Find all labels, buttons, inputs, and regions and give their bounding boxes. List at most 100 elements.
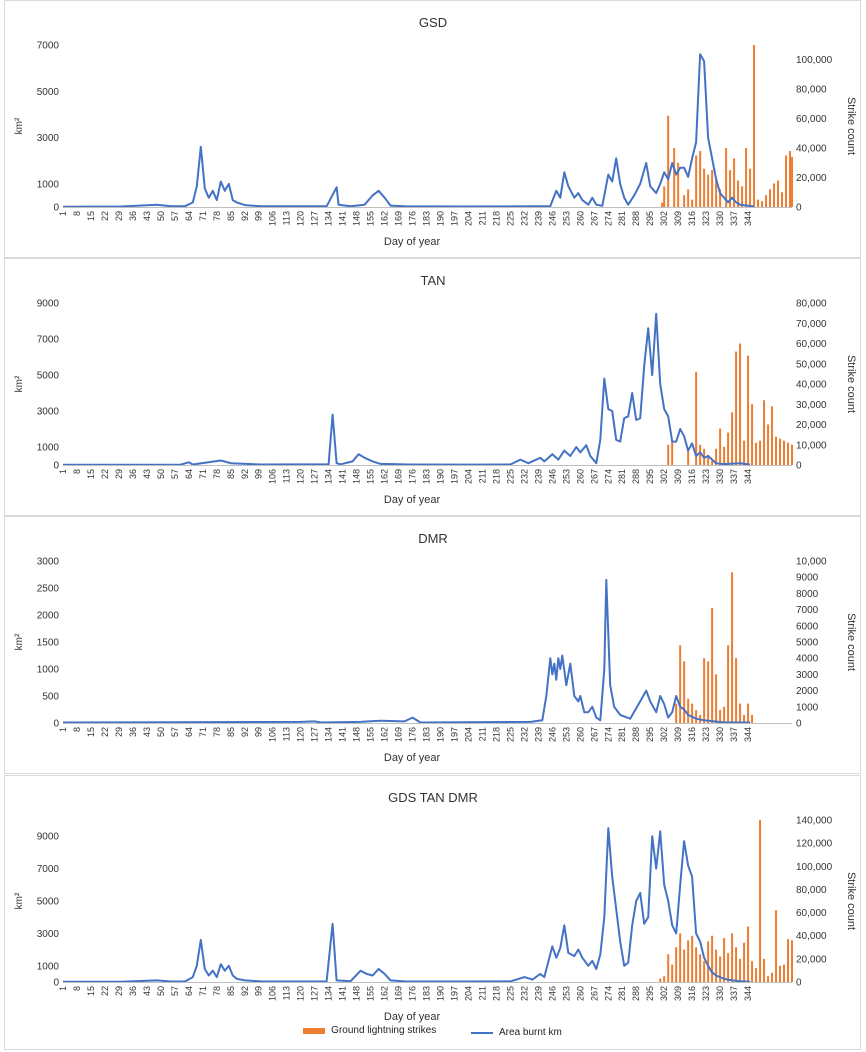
strike-bar bbox=[677, 162, 680, 207]
x-tick-label: 225 bbox=[505, 211, 515, 226]
x-tick-label: 1 bbox=[58, 727, 68, 732]
y-tick-label: 2000 bbox=[37, 611, 60, 622]
x-tick-label: 232 bbox=[519, 211, 529, 226]
strike-bar bbox=[687, 940, 690, 982]
strike-bar bbox=[759, 440, 762, 465]
x-tick-label: 29 bbox=[114, 986, 124, 996]
x-tick-label: 134 bbox=[324, 727, 334, 742]
strike-bar bbox=[711, 460, 714, 465]
x-tick-label: 162 bbox=[380, 727, 390, 742]
x-tick-label: 288 bbox=[631, 986, 641, 1001]
x-tick-label: 169 bbox=[394, 986, 404, 1001]
strike-bar bbox=[785, 155, 788, 207]
strike-bar bbox=[763, 400, 766, 465]
strike-bar bbox=[767, 976, 770, 982]
x-tick-label: 155 bbox=[366, 469, 376, 484]
y2-tick-label: 140,000 bbox=[796, 816, 833, 827]
strike-bar bbox=[711, 170, 714, 207]
area-burnt-line bbox=[62, 827, 751, 983]
strike-bar bbox=[755, 442, 758, 465]
x-tick-label: 190 bbox=[436, 469, 446, 484]
x-tick-label: 330 bbox=[715, 211, 725, 226]
y2-tick-label: 60,000 bbox=[796, 114, 827, 125]
x-tick-label: 281 bbox=[617, 211, 627, 226]
x-tick-label: 232 bbox=[519, 727, 529, 742]
x-tick-label: 302 bbox=[659, 727, 669, 742]
x-tick-label: 281 bbox=[617, 986, 627, 1001]
strike-bar bbox=[747, 703, 750, 723]
y-axis-label: km² bbox=[14, 633, 25, 650]
strike-bar bbox=[743, 942, 746, 982]
x-tick-label: 323 bbox=[701, 211, 711, 226]
y2-tick-label: 80,000 bbox=[796, 299, 827, 310]
x-tick-label: 169 bbox=[394, 211, 404, 226]
y2-tick-label: 3000 bbox=[796, 670, 819, 681]
x-tick-label: 155 bbox=[366, 986, 376, 1001]
x-tick-label: 197 bbox=[450, 986, 460, 1001]
y-tick-label: 1000 bbox=[37, 961, 60, 972]
strike-bar bbox=[695, 710, 698, 723]
strike-bar bbox=[671, 964, 674, 982]
x-tick-label: 232 bbox=[519, 986, 529, 1001]
strike-bar bbox=[741, 186, 744, 207]
y-tick-label: 1000 bbox=[37, 179, 60, 190]
strike-bar bbox=[679, 645, 682, 723]
legend-item-area: Area burnt km bbox=[471, 1027, 562, 1038]
x-tick-label: 8 bbox=[72, 469, 82, 474]
x-tick-label: 197 bbox=[450, 211, 460, 226]
y-tick-label: 5000 bbox=[37, 897, 60, 908]
x-tick-label: 267 bbox=[589, 727, 599, 742]
x-tick-label: 190 bbox=[436, 727, 446, 742]
x-tick-label: 15 bbox=[86, 211, 96, 221]
y2-tick-label: 80,000 bbox=[796, 85, 827, 96]
strike-bar bbox=[727, 645, 730, 723]
x-tick-label: 295 bbox=[645, 986, 655, 1001]
x-tick-label: 246 bbox=[547, 469, 557, 484]
y2-axis-label: Strike count bbox=[845, 872, 857, 930]
y-tick-label: 0 bbox=[53, 203, 59, 214]
strike-bar bbox=[751, 961, 754, 982]
strike-bar bbox=[757, 199, 760, 207]
strike-bar bbox=[735, 947, 738, 982]
y-tick-label: 9000 bbox=[37, 832, 60, 843]
strike-bar bbox=[739, 703, 742, 723]
y2-tick-label: 6000 bbox=[796, 621, 819, 632]
x-tick-label: 239 bbox=[533, 211, 543, 226]
x-tick-label: 302 bbox=[659, 211, 669, 226]
x-tick-label: 106 bbox=[268, 727, 278, 742]
strike-bar bbox=[703, 658, 706, 723]
x-tick-label: 71 bbox=[198, 727, 208, 737]
y2-tick-label: 1000 bbox=[796, 702, 819, 713]
y2-axis-label: Strike count bbox=[845, 97, 857, 155]
x-tick-label: 57 bbox=[170, 469, 180, 479]
x-tick-label: 113 bbox=[282, 986, 292, 1000]
x-tick-label: 106 bbox=[268, 211, 278, 226]
strike-bar bbox=[707, 941, 710, 982]
x-tick-label: 267 bbox=[589, 211, 599, 226]
y-tick-label: 500 bbox=[42, 692, 59, 703]
x-tick-label: 127 bbox=[310, 727, 320, 742]
x-tick-label: 22 bbox=[100, 469, 110, 479]
x-tick-label: 323 bbox=[701, 469, 711, 484]
strike-bar bbox=[743, 714, 746, 723]
strike-bar bbox=[775, 910, 778, 982]
y2-tick-label: 100,000 bbox=[796, 55, 833, 66]
x-tick-label: 50 bbox=[156, 986, 166, 996]
x-tick-label: 155 bbox=[366, 211, 376, 226]
strike-bar bbox=[777, 180, 780, 207]
x-tick-label: 344 bbox=[743, 727, 753, 742]
x-tick-label: 309 bbox=[673, 986, 683, 1001]
x-tick-label: 211 bbox=[477, 986, 487, 1000]
strike-bar bbox=[735, 351, 738, 465]
strike-bar bbox=[691, 703, 694, 723]
x-tick-label: 99 bbox=[254, 986, 264, 996]
strike-bar bbox=[667, 115, 670, 207]
strike-bar bbox=[671, 440, 674, 465]
x-tick-label: 239 bbox=[533, 727, 543, 742]
strike-bar bbox=[679, 933, 682, 982]
x-tick-label: 204 bbox=[463, 211, 473, 226]
x-tick-label: 274 bbox=[603, 469, 613, 484]
area-burnt-line bbox=[62, 53, 755, 208]
x-tick-label: 29 bbox=[114, 469, 124, 479]
y2-tick-label: 40,000 bbox=[796, 380, 827, 391]
